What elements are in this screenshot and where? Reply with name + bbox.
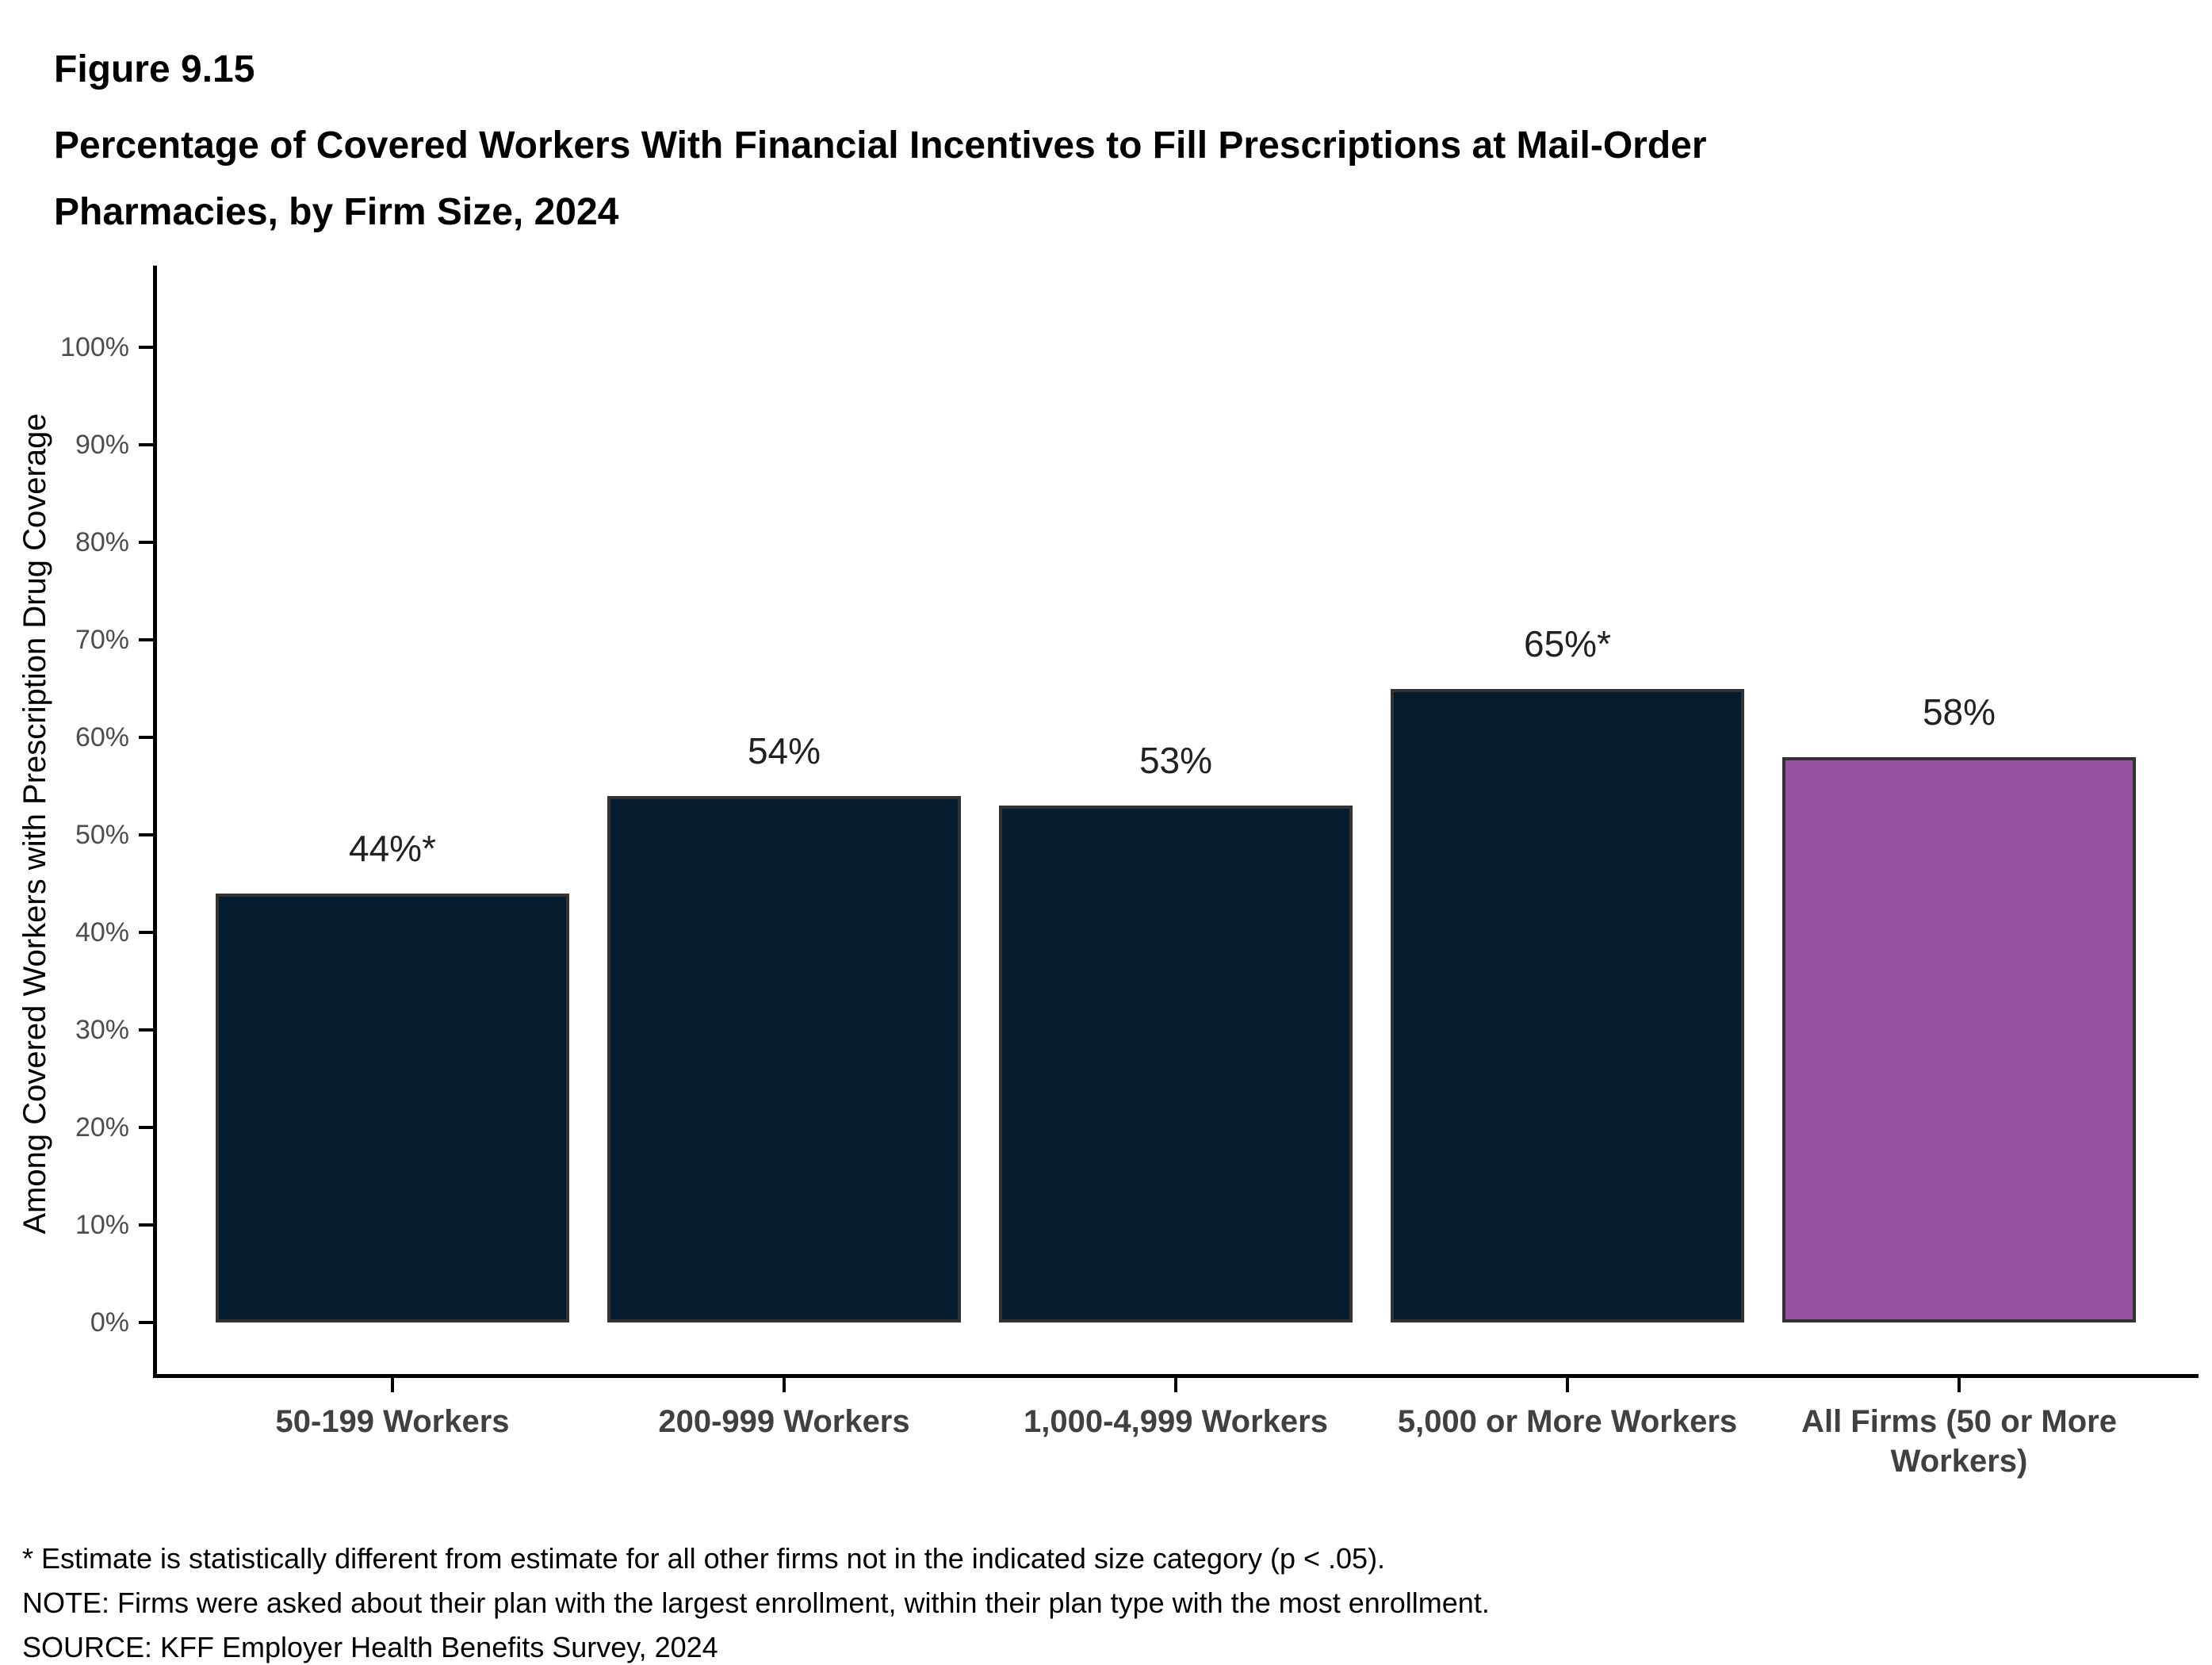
- x-category-label: 1,000-4,999 Workers: [1024, 1404, 1328, 1439]
- footnote-note: NOTE: Firms were asked about their plan …: [22, 1587, 1490, 1619]
- x-category-label: 5,000 or More Workers: [1397, 1404, 1738, 1439]
- y-tick-label: 70%: [75, 625, 129, 655]
- y-tick-label: 30%: [75, 1015, 129, 1045]
- x-category-label: 50-199 Workers: [275, 1404, 510, 1439]
- x-tick-mark: [1174, 1378, 1177, 1392]
- x-tick-mark: [783, 1378, 786, 1392]
- bar-value-label: 58%: [1922, 691, 1996, 733]
- y-tick-mark: [139, 1223, 153, 1227]
- y-tick-mark: [139, 1028, 153, 1032]
- y-tick-mark: [139, 833, 153, 836]
- bar-value-label: 54%: [747, 729, 821, 771]
- y-tick-label: 0%: [90, 1307, 129, 1338]
- y-tick-label: 100%: [60, 332, 129, 362]
- bar: [216, 893, 569, 1322]
- bar-chart: Among Covered Workers with Prescription …: [17, 266, 2199, 1479]
- bar: [607, 795, 961, 1322]
- title-block: Figure 9.15 Percentage of Covered Worker…: [54, 46, 1877, 246]
- y-tick-mark: [139, 346, 153, 349]
- y-tick-label: 20%: [75, 1112, 129, 1143]
- footnote-source: SOURCE: KFF Employer Health Benefits Sur…: [22, 1631, 718, 1663]
- y-tick-mark: [139, 1126, 153, 1129]
- y-tick-mark: [139, 931, 153, 934]
- x-tick-mark: [391, 1378, 394, 1392]
- y-tick-mark: [139, 736, 153, 739]
- y-tick-mark: [139, 1321, 153, 1324]
- bar-value-label: 53%: [1139, 740, 1213, 782]
- y-tick-mark: [139, 443, 153, 446]
- plot-panel: [153, 266, 2199, 1378]
- bar: [1391, 688, 1744, 1322]
- y-tick-label: 50%: [75, 820, 129, 850]
- footnotes: * Estimate is statistically different fr…: [22, 1537, 1490, 1665]
- y-tick-label: 60%: [75, 722, 129, 752]
- y-tick-label: 80%: [75, 527, 129, 557]
- x-category-label: 200-999 Workers: [658, 1404, 910, 1439]
- bar: [1782, 756, 2136, 1322]
- x-tick-mark: [1566, 1378, 1569, 1392]
- chart-title: Percentage of Covered Workers With Finan…: [54, 124, 1707, 233]
- y-tick-mark: [139, 638, 153, 641]
- figure-number: Figure 9.15: [54, 48, 255, 90]
- y-tick-label: 90%: [75, 430, 129, 460]
- bar-value-label: 44%*: [349, 827, 436, 869]
- y-tick-label: 40%: [75, 917, 129, 947]
- x-category-label: All Firms (50 or More Workers): [1801, 1404, 2117, 1479]
- x-tick-mark: [1958, 1378, 1961, 1392]
- footnote-asterisk: * Estimate is statistically different fr…: [22, 1542, 1386, 1575]
- y-tick-label: 10%: [75, 1210, 129, 1240]
- bar-value-label: 65%*: [1524, 622, 1611, 664]
- bar: [999, 806, 1353, 1322]
- y-tick-mark: [139, 541, 153, 544]
